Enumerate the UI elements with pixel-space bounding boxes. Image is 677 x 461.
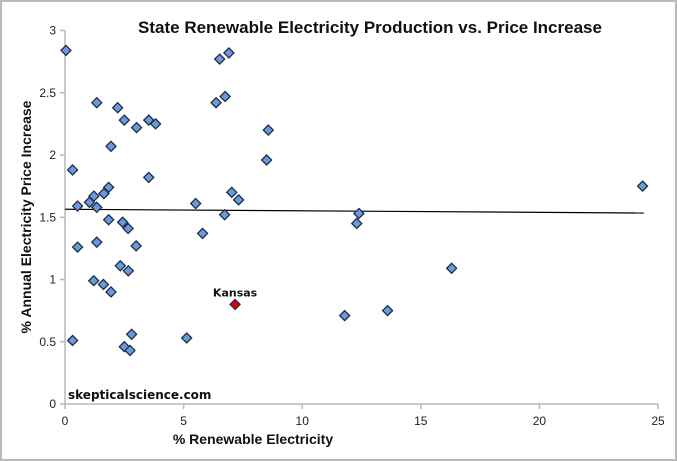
data-point xyxy=(130,121,143,134)
data-point xyxy=(232,193,245,206)
data-point xyxy=(111,101,124,114)
data-point xyxy=(262,124,275,137)
y-tick-label: 1.5 xyxy=(39,210,56,224)
data-point xyxy=(125,328,138,341)
data-point xyxy=(218,208,231,221)
data-point xyxy=(636,180,649,193)
kansas-label: Kansas xyxy=(213,286,258,299)
chart-title: State Renewable Electricity Production v… xyxy=(138,18,602,37)
x-tick-label: 15 xyxy=(414,414,428,428)
data-point xyxy=(189,197,202,210)
x-tick-label: 25 xyxy=(651,414,665,428)
data-point xyxy=(114,259,127,272)
data-point xyxy=(90,236,103,249)
data-point xyxy=(352,207,365,220)
x-axis: 0 5 10 15 20 25 xyxy=(62,403,665,428)
data-point xyxy=(219,90,232,103)
data-point xyxy=(90,201,103,214)
data-point xyxy=(97,278,110,291)
data-point xyxy=(350,217,363,230)
data-point xyxy=(60,44,72,57)
kansas-point xyxy=(229,298,241,311)
trendline xyxy=(64,208,644,214)
y-tick-label: 0 xyxy=(49,397,56,411)
data-point xyxy=(118,114,131,127)
data-point xyxy=(338,309,351,322)
data-points xyxy=(60,44,649,357)
x-tick-label: 20 xyxy=(533,414,547,428)
trendline-group xyxy=(64,208,644,214)
data-point xyxy=(130,239,143,252)
y-tick-label: 3 xyxy=(49,24,56,38)
x-tick-label: 5 xyxy=(180,414,187,428)
x-tick-label: 0 xyxy=(62,414,69,428)
data-point xyxy=(381,304,394,317)
data-point xyxy=(90,96,103,109)
data-point xyxy=(124,344,136,357)
data-point xyxy=(225,186,238,199)
data-point xyxy=(87,274,100,287)
data-point xyxy=(83,196,96,209)
data-point xyxy=(122,222,135,235)
data-point xyxy=(116,216,129,229)
data-point xyxy=(142,171,155,184)
y-tick-label: 0.5 xyxy=(39,335,56,349)
data-point xyxy=(122,264,135,277)
data-point xyxy=(213,53,226,66)
data-point xyxy=(445,262,458,275)
data-point xyxy=(149,117,162,130)
data-point xyxy=(105,140,117,153)
data-point xyxy=(97,187,110,200)
y-tick-label: 2.5 xyxy=(39,86,56,100)
data-point xyxy=(71,241,84,254)
x-axis-title: % Renewable Electricity xyxy=(173,431,334,447)
data-point xyxy=(102,181,115,194)
y-axis: 0 0.5 1 1.5 2 2.5 3 xyxy=(39,24,66,411)
data-point xyxy=(196,227,209,240)
annotations: Kansas skepticalscience.com xyxy=(68,286,258,402)
y-axis-title: % Annual Electricity Price Increase xyxy=(18,100,34,333)
data-point xyxy=(180,332,193,344)
y-tick-label: 1 xyxy=(49,273,56,287)
data-point xyxy=(66,334,79,347)
data-point xyxy=(66,164,79,176)
y-tick-label: 2 xyxy=(49,148,56,162)
data-point xyxy=(222,46,235,59)
data-point xyxy=(210,96,223,109)
watermark-label: skepticalscience.com xyxy=(68,388,211,402)
data-point xyxy=(105,286,117,298)
data-point xyxy=(260,154,273,166)
x-tick-label: 10 xyxy=(296,414,310,428)
data-point xyxy=(102,213,115,226)
data-point xyxy=(71,200,84,212)
